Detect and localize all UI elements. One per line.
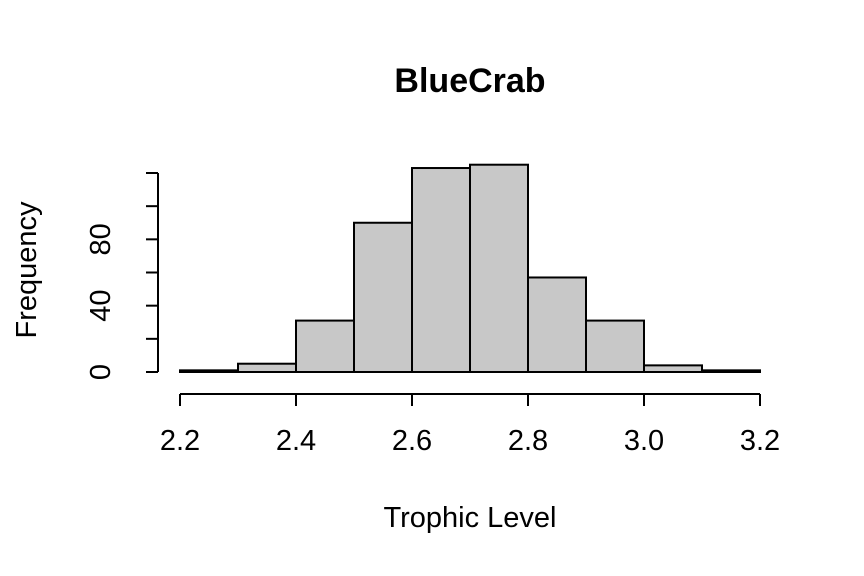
x-axis: 2.2 2.4 2.6 2.8 3.0 3.2: [160, 393, 780, 457]
histogram-bar-3: [353, 221, 413, 373]
histogram-bar-8: [643, 364, 703, 374]
x-axis-label: Trophic Level: [383, 502, 556, 534]
x-tick-label-2: 2.6: [392, 425, 432, 457]
histogram-bar-7: [585, 319, 645, 374]
y-tick-label-4: 80: [85, 223, 117, 255]
histogram-bar-2: [295, 319, 355, 374]
y-axis: 0 40 80: [85, 172, 159, 380]
histogram-bar-4: [411, 167, 471, 373]
histogram-bar-6: [527, 276, 587, 374]
histogram-bar-9: [701, 369, 761, 374]
y-tick-label-0: 0: [85, 364, 117, 380]
x-tick-label-1: 2.4: [276, 425, 316, 457]
y-tick-label-2: 40: [85, 290, 117, 322]
x-tick-label-0: 2.2: [160, 425, 200, 457]
bars-group: [179, 163, 761, 374]
x-tick-label-5: 3.2: [740, 425, 780, 457]
y-axis-label: Frequency: [11, 201, 43, 339]
histogram-bar-0: [179, 369, 239, 374]
histogram-bar-5: [469, 163, 529, 373]
chart-title: BlueCrab: [394, 62, 545, 100]
x-tick-label-3: 2.8: [508, 425, 548, 457]
histogram-bar-1: [237, 362, 297, 374]
x-tick-label-4: 3.0: [624, 425, 664, 457]
